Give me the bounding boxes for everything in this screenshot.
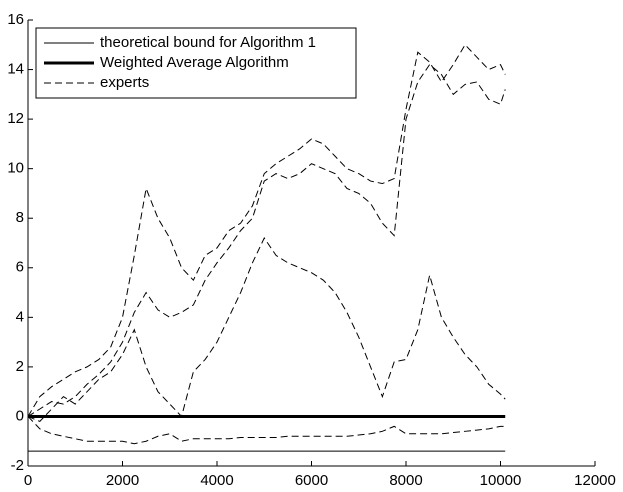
legend-label: Weighted Average Algorithm [100, 54, 289, 71]
y-tick-label: 14 [7, 61, 24, 78]
y-tick-label: -2 [11, 457, 24, 474]
y-tick-label: 8 [16, 209, 24, 226]
series-line [27, 416, 506, 445]
legend-label: experts [100, 74, 149, 91]
x-tick-label: 4000 [200, 472, 233, 489]
series-line [27, 63, 506, 417]
y-tick-label: 0 [16, 407, 24, 424]
y-tick-label: 16 [7, 11, 24, 28]
x-tick-label: 2000 [106, 472, 139, 489]
series-line [27, 237, 506, 422]
x-tick-label: 12000 [574, 472, 616, 489]
legend-label: theoretical bound for Algorithm 1 [100, 34, 316, 51]
y-tick-label: 6 [16, 259, 24, 276]
x-tick-label: 10000 [480, 472, 522, 489]
x-tick-label: 0 [24, 472, 32, 489]
y-tick-label: 12 [7, 110, 24, 127]
x-tick-label: 6000 [295, 472, 328, 489]
y-tick-label: 2 [16, 358, 24, 375]
series-line [27, 43, 506, 417]
y-tick-label: 4 [16, 308, 24, 325]
x-tick-label: 8000 [389, 472, 422, 489]
y-tick-label: 10 [7, 160, 24, 177]
